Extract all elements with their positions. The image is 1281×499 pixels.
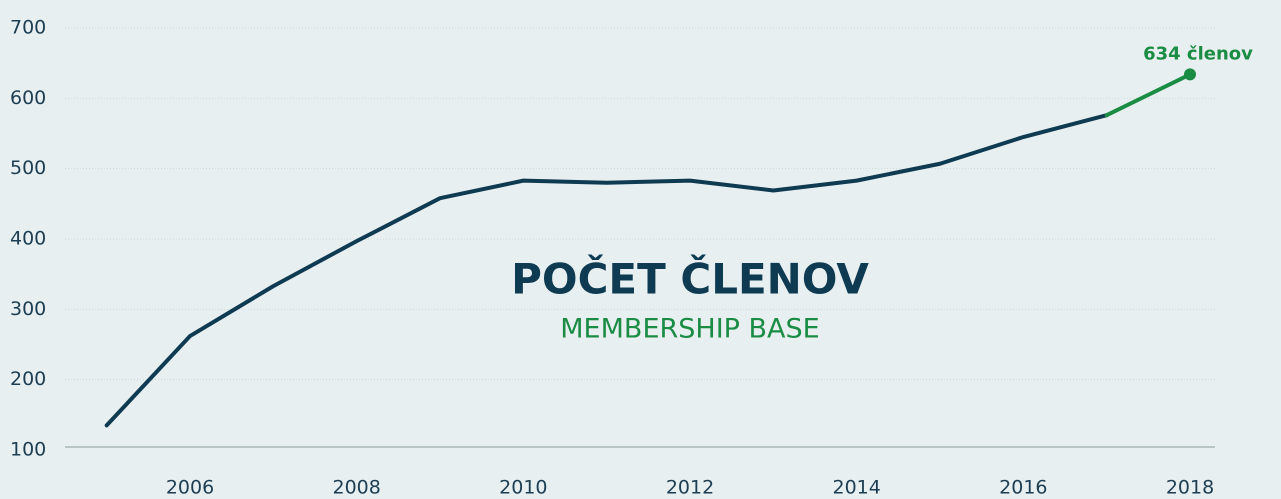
x-tick-label: 2018 (1166, 477, 1214, 499)
annotation: 634 členov (1143, 43, 1253, 64)
y-tick-label: 500 (10, 157, 46, 179)
y-tick-label: 300 (10, 298, 46, 320)
x-tick-label: 2014 (832, 477, 880, 499)
x-tick-label: 2016 (999, 477, 1047, 499)
y-tick-label: 100 (10, 439, 46, 461)
chart-subtitle: MEMBERSHIP BASE (560, 314, 819, 345)
x-tick-label: 2012 (666, 477, 714, 499)
x-tick-label: 2010 (499, 477, 547, 499)
x-tick-label: 2006 (166, 477, 214, 499)
y-tick-label: 200 (10, 368, 46, 390)
y-tick-label: 700 (10, 17, 46, 39)
y-tick-label: 600 (10, 87, 46, 109)
chart-title: POČET ČLENOV (511, 254, 869, 304)
y-tick-label: 400 (10, 228, 46, 250)
line (104, 113, 1109, 428)
x-tick-label: 2008 (332, 477, 380, 499)
end-point (1184, 68, 1196, 81)
highlight-segment (1104, 72, 1192, 118)
